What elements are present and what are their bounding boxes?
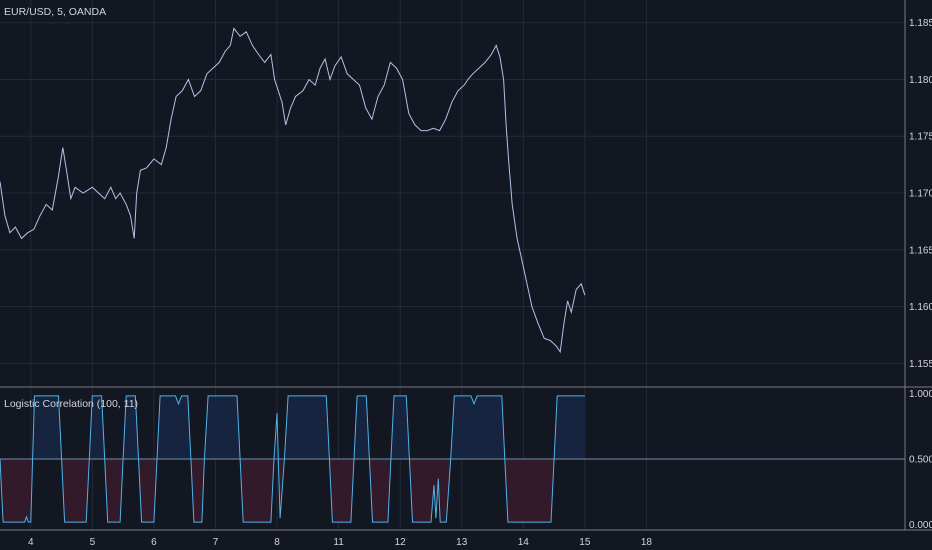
x-tick-label: 8 — [274, 537, 280, 548]
x-tick-label: 15 — [579, 537, 591, 548]
main-y-tick-label: 1.1850 — [909, 18, 932, 29]
x-tick-label: 14 — [518, 537, 530, 548]
osc-fill-above-midline — [0, 395, 585, 459]
main-y-tick-label: 1.1750 — [909, 132, 932, 143]
x-tick-label: 5 — [90, 537, 96, 548]
oscillator-fill-layer — [0, 395, 585, 523]
indicator-title: Logistic Correlation (100, 11) — [4, 398, 139, 410]
x-tick-label: 18 — [641, 537, 653, 548]
main-y-tick-label: 1.1800 — [909, 75, 932, 86]
main-y-tick-label: 1.1600 — [909, 302, 932, 313]
main-chart-title: EUR/USD, 5, OANDA — [4, 6, 107, 18]
x-tick-label: 4 — [28, 537, 34, 548]
x-tick-label: 7 — [213, 537, 219, 548]
x-tick-label: 12 — [395, 537, 407, 548]
x-tick-label: 6 — [151, 537, 157, 548]
price-line — [0, 27, 586, 354]
main-y-tick-label: 1.1650 — [909, 245, 932, 256]
osc-fill-below-midline — [0, 459, 585, 523]
x-tick-label: 13 — [456, 537, 468, 548]
main-y-tick-label: 1.1550 — [909, 359, 932, 370]
x-tick-label: 11 — [333, 537, 344, 548]
series-line-layer — [0, 27, 905, 523]
main-y-tick-label: 1.1700 — [909, 189, 932, 200]
osc-line — [0, 395, 585, 523]
